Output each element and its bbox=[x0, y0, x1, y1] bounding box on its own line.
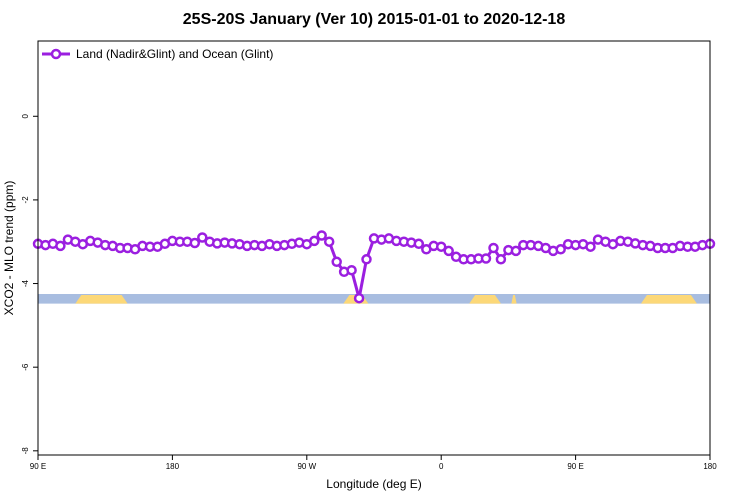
y-axis-label: XCO2 - MLO trend (ppm) bbox=[2, 181, 16, 316]
data-point-38 bbox=[316, 230, 327, 241]
legend-marker bbox=[50, 48, 62, 60]
data-point-74 bbox=[585, 241, 596, 252]
data-point-37 bbox=[309, 235, 320, 247]
y-tick-label-0: 0 bbox=[21, 113, 30, 118]
data-point-54 bbox=[435, 241, 447, 252]
data-point-40 bbox=[331, 256, 342, 268]
y-tick-label-4: -8 bbox=[21, 447, 30, 455]
y-axis: 0 -2 -4 -6 -8 bbox=[21, 113, 38, 454]
legend-entry: Land (Nadir&Glint) and Ocean (Glint) bbox=[76, 47, 273, 61]
y-tick-label-2: -4 bbox=[21, 279, 30, 287]
data-point-55 bbox=[443, 245, 454, 257]
x-tick-label-5: 180 bbox=[703, 462, 717, 471]
data-point-43 bbox=[353, 292, 365, 304]
y-tick-label-1: -2 bbox=[21, 196, 30, 204]
data-point-39 bbox=[323, 236, 335, 247]
x-tick-label-0: 90 E bbox=[30, 462, 46, 471]
data-point-62 bbox=[495, 254, 507, 265]
plot-frame bbox=[37, 40, 711, 456]
x-axis: 90 E 180 90 W 0 90 E 180 bbox=[30, 455, 717, 471]
legend: Land (Nadir&Glint) and Ocean (Glint) bbox=[42, 47, 273, 61]
series-points bbox=[32, 230, 716, 304]
surface-band bbox=[38, 294, 710, 304]
data-point-64 bbox=[510, 245, 522, 257]
land-segment-4 bbox=[640, 295, 697, 304]
land-segment-0 bbox=[75, 295, 128, 304]
x-tick-label-3: 0 bbox=[439, 462, 444, 471]
data-point-21 bbox=[189, 237, 201, 249]
data-point-42 bbox=[346, 264, 357, 276]
x-tick-label-4: 90 E bbox=[567, 462, 583, 471]
data-point-22 bbox=[197, 232, 208, 243]
land-segment-2 bbox=[469, 295, 501, 304]
data-point-60 bbox=[480, 253, 492, 264]
x-tick-label-2: 90 W bbox=[297, 462, 316, 471]
x-axis-label: Longitude (deg E) bbox=[326, 477, 421, 491]
chart-title: 25S-20S January (Ver 10) 2015-01-01 to 2… bbox=[183, 11, 566, 28]
data-point-51 bbox=[413, 238, 425, 250]
data-point-44 bbox=[361, 254, 372, 265]
data-point-70 bbox=[555, 244, 566, 255]
x-tick-label-1: 180 bbox=[166, 462, 180, 471]
data-point-61 bbox=[488, 242, 499, 254]
ocean-band bbox=[38, 294, 710, 304]
y-tick-label-3: -6 bbox=[21, 363, 30, 371]
data-point-3 bbox=[55, 240, 66, 252]
land-segment-3 bbox=[511, 295, 517, 304]
